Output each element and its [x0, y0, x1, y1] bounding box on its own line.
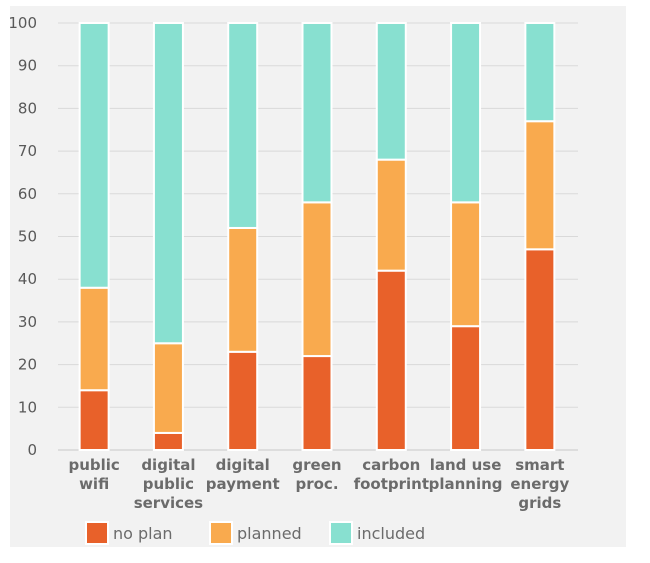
bar-segment-planned [450, 201, 482, 328]
x-category-label-line: wifi [79, 475, 109, 493]
bar-segment-included [78, 22, 110, 289]
x-category-label: public wifi [68, 456, 119, 493]
x-category-label-line: digital [216, 456, 270, 474]
x-category-label: carbon footprint [354, 456, 429, 493]
legend-label: included [357, 524, 425, 543]
x-category-label: land use planning [429, 456, 503, 493]
legend-label: no plan [113, 524, 173, 543]
y-tick-label: 40 [18, 270, 37, 288]
y-tick-label: 70 [18, 142, 37, 160]
y-tick-label: 60 [18, 185, 37, 203]
bar-segment-included [301, 22, 333, 204]
bar-segment-planned [375, 158, 407, 272]
x-category-label-line: public [68, 456, 119, 474]
y-tick-label: 100 [8, 14, 37, 32]
bar-segment-no-plan [152, 431, 184, 452]
x-category-label: smart energy grids [510, 456, 569, 512]
bar-segment-no-plan [301, 355, 333, 451]
legend-swatch [85, 521, 109, 545]
bar-segment-included [450, 22, 482, 204]
x-category-label-line: green [292, 456, 341, 474]
y-tick-label: 10 [18, 398, 37, 416]
legend-label: planned [237, 524, 302, 543]
bar-segment-included [152, 22, 184, 345]
x-category-label-line: digital [141, 456, 195, 474]
bar-segment-included [227, 22, 259, 229]
y-tick-label: 90 [18, 57, 37, 75]
bar-segment-no-plan [450, 325, 482, 452]
x-category-label-line: proc. [295, 475, 338, 493]
bar-segment-no-plan [78, 389, 110, 451]
bar-segment-planned [524, 120, 556, 251]
x-category-label: digital public services [134, 456, 203, 512]
legend-swatch [209, 521, 233, 545]
x-category-label-line: smart [515, 456, 564, 474]
x-category-label: green proc. [292, 456, 341, 493]
x-category-label: digital payment [206, 456, 280, 493]
bar-segment-no-plan [524, 248, 556, 451]
bar-segment-included [524, 22, 556, 123]
y-tick-label: 20 [18, 356, 37, 374]
y-tick-label: 30 [18, 313, 37, 331]
x-category-label-line: public [143, 475, 194, 493]
bar-segment-included [375, 22, 407, 161]
y-tick-label: 0 [27, 441, 37, 459]
y-tick-label: 80 [18, 99, 37, 117]
x-category-label-line: carbon [362, 456, 420, 474]
bar-segment-planned [301, 201, 333, 358]
bar-segment-no-plan [227, 350, 259, 452]
y-axis-ticks: 0 10 20 30 40 50 60 70 80 90 100 [8, 14, 37, 459]
x-category-label-line: payment [206, 475, 280, 493]
y-tick-label: 50 [18, 228, 37, 246]
x-category-label-line: footprint [354, 475, 429, 493]
x-category-label-line: services [134, 494, 203, 512]
x-category-label-line: grids [518, 494, 561, 512]
bar-segment-planned [152, 342, 184, 434]
x-category-label-line: planning [429, 475, 503, 493]
bar-segment-planned [78, 286, 110, 392]
legend-swatch [329, 521, 353, 545]
bar-segment-no-plan [375, 269, 407, 451]
bar-segment-planned [227, 226, 259, 353]
bars [78, 22, 556, 452]
x-category-label-line: land use [430, 456, 502, 474]
x-category-label-line: energy [510, 475, 569, 493]
legend: no plan planned included [85, 521, 425, 545]
